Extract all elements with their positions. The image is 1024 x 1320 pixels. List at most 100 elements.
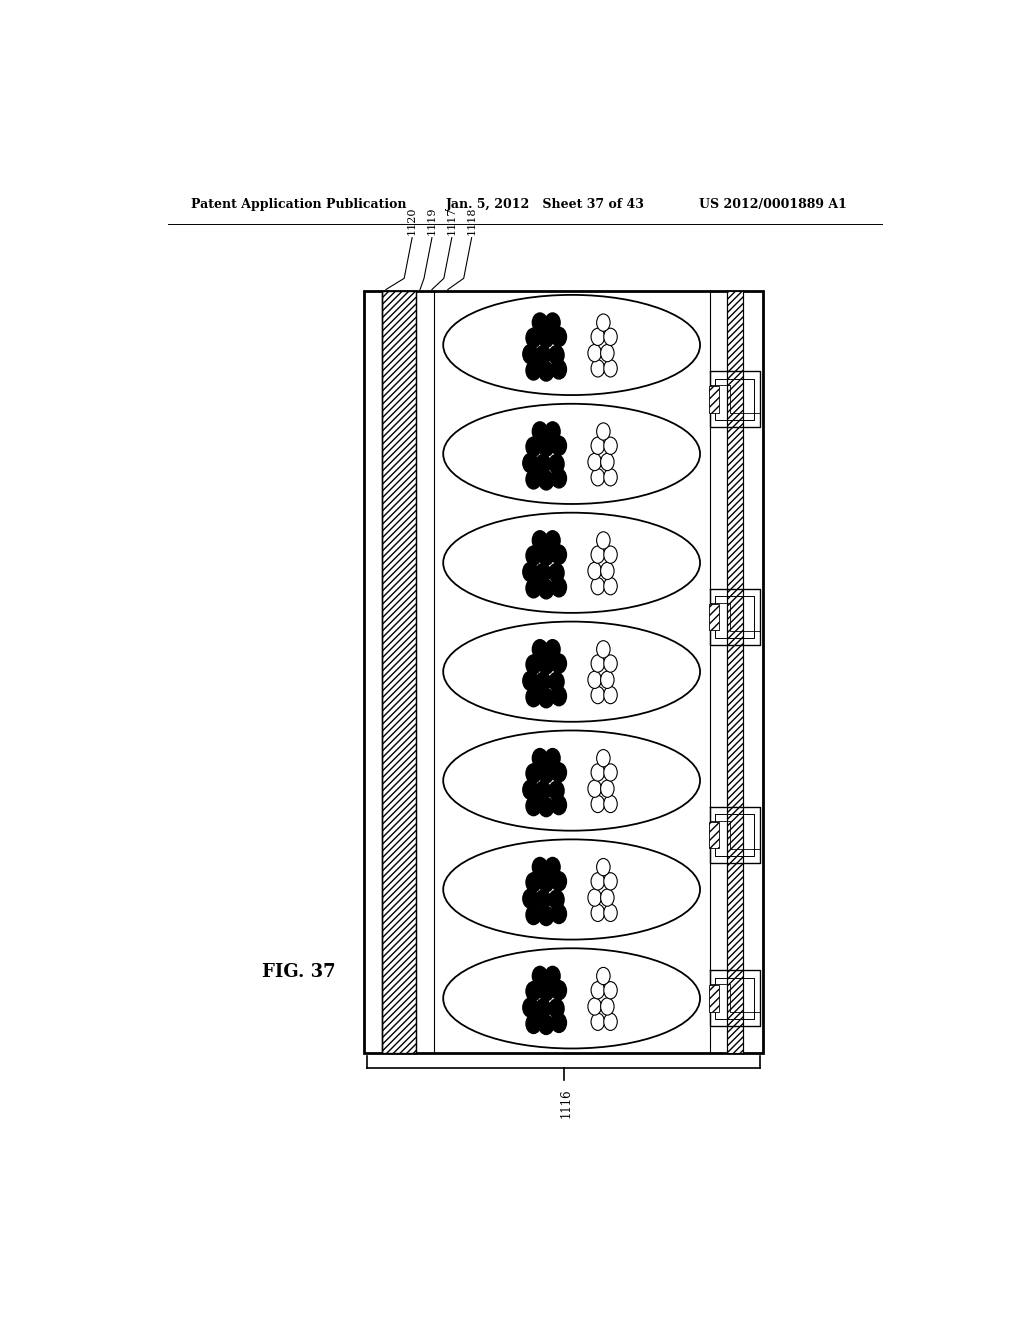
Circle shape <box>591 764 604 781</box>
Circle shape <box>526 873 541 892</box>
Circle shape <box>591 546 604 564</box>
Circle shape <box>604 982 617 999</box>
Ellipse shape <box>443 512 700 612</box>
Circle shape <box>545 313 560 333</box>
Circle shape <box>551 653 566 673</box>
Circle shape <box>532 313 548 333</box>
Circle shape <box>526 688 541 706</box>
Circle shape <box>539 764 554 783</box>
Circle shape <box>588 998 601 1015</box>
Circle shape <box>591 873 604 890</box>
Circle shape <box>601 998 614 1015</box>
Circle shape <box>601 780 614 797</box>
Circle shape <box>591 686 604 704</box>
Circle shape <box>539 689 554 708</box>
Circle shape <box>523 888 538 908</box>
Circle shape <box>597 314 610 331</box>
Ellipse shape <box>443 948 700 1048</box>
Circle shape <box>523 345 538 364</box>
Text: 1117: 1117 <box>446 206 457 235</box>
Circle shape <box>523 780 538 800</box>
Circle shape <box>536 999 551 1018</box>
Circle shape <box>526 329 541 347</box>
Circle shape <box>591 904 604 921</box>
Text: 1119: 1119 <box>427 206 437 235</box>
Circle shape <box>539 362 554 381</box>
Text: 1118: 1118 <box>467 206 476 235</box>
Circle shape <box>539 873 554 892</box>
Circle shape <box>604 1014 617 1031</box>
Text: Jan. 5, 2012   Sheet 37 of 43: Jan. 5, 2012 Sheet 37 of 43 <box>445 198 644 211</box>
Circle shape <box>532 531 548 550</box>
Circle shape <box>551 904 566 924</box>
Circle shape <box>588 345 601 362</box>
Circle shape <box>604 873 617 890</box>
Circle shape <box>604 437 617 454</box>
Circle shape <box>597 750 610 767</box>
Text: US 2012/0001889 A1: US 2012/0001889 A1 <box>699 198 847 211</box>
Circle shape <box>604 329 617 346</box>
Circle shape <box>597 532 610 549</box>
Circle shape <box>532 966 548 986</box>
Circle shape <box>549 672 564 692</box>
Circle shape <box>539 579 554 599</box>
Circle shape <box>604 578 617 595</box>
Circle shape <box>588 671 601 689</box>
Bar <box>365 290 763 1053</box>
Circle shape <box>549 999 564 1018</box>
Circle shape <box>604 360 617 378</box>
Circle shape <box>523 998 538 1018</box>
Ellipse shape <box>443 622 700 722</box>
Circle shape <box>551 796 566 814</box>
Circle shape <box>588 562 601 579</box>
Circle shape <box>551 469 566 488</box>
Circle shape <box>539 797 554 817</box>
Circle shape <box>545 858 560 876</box>
Circle shape <box>604 764 617 781</box>
Circle shape <box>551 360 566 379</box>
Circle shape <box>539 546 554 565</box>
Circle shape <box>526 906 541 924</box>
Circle shape <box>539 437 554 457</box>
Circle shape <box>551 686 566 706</box>
Circle shape <box>604 469 617 486</box>
Circle shape <box>591 655 604 672</box>
Circle shape <box>588 780 601 797</box>
Circle shape <box>591 437 604 454</box>
Bar <box>709 985 719 1011</box>
Circle shape <box>588 888 601 907</box>
Circle shape <box>591 982 604 999</box>
Bar <box>709 605 719 631</box>
Circle shape <box>551 1014 566 1032</box>
Ellipse shape <box>443 294 700 395</box>
Ellipse shape <box>443 404 700 504</box>
Circle shape <box>526 982 541 1001</box>
Ellipse shape <box>443 840 700 940</box>
Circle shape <box>597 858 610 875</box>
Circle shape <box>536 346 551 364</box>
Circle shape <box>545 531 560 550</box>
Circle shape <box>539 1015 554 1035</box>
Circle shape <box>526 655 541 675</box>
Circle shape <box>604 655 617 672</box>
Circle shape <box>526 578 541 598</box>
Circle shape <box>532 858 548 876</box>
Circle shape <box>551 436 566 455</box>
Text: Patent Application Publication: Patent Application Publication <box>191 198 407 211</box>
Text: 1116: 1116 <box>559 1089 572 1118</box>
Circle shape <box>523 671 538 690</box>
Circle shape <box>536 890 551 909</box>
Circle shape <box>597 968 610 985</box>
Circle shape <box>601 671 614 689</box>
Circle shape <box>551 763 566 783</box>
Circle shape <box>532 640 548 659</box>
Circle shape <box>523 562 538 582</box>
Bar <box>382 290 416 1053</box>
Circle shape <box>526 1014 541 1034</box>
Circle shape <box>591 469 604 486</box>
Text: 1120: 1120 <box>408 206 417 235</box>
Circle shape <box>523 453 538 473</box>
Circle shape <box>539 655 554 675</box>
Text: FIG. 37: FIG. 37 <box>262 962 336 981</box>
Bar <box>709 387 719 413</box>
